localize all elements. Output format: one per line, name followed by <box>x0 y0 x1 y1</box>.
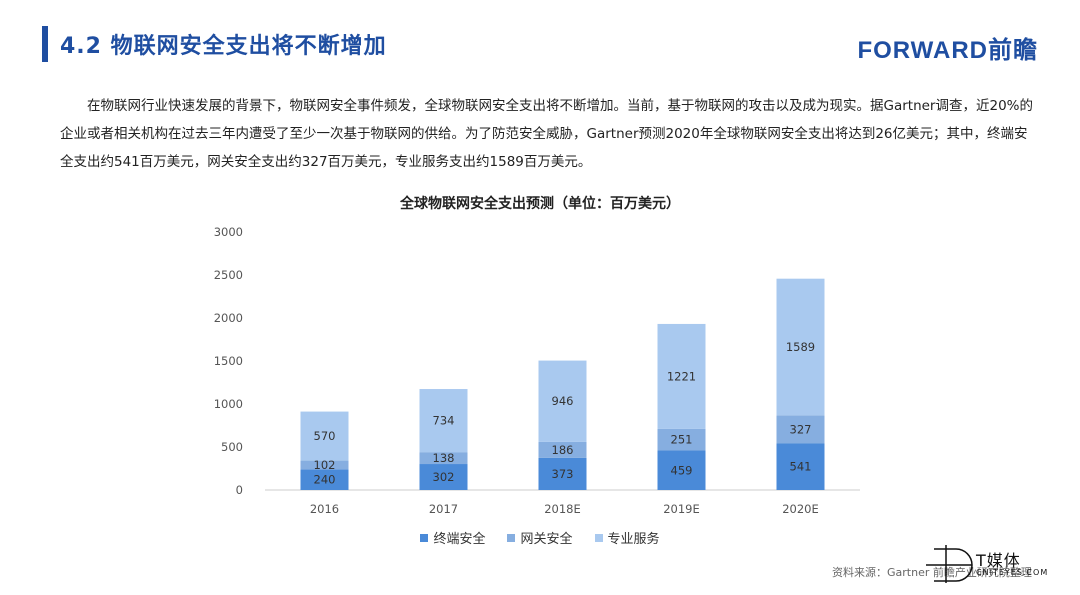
x-tick-label: 2020E <box>782 502 819 516</box>
legend-item-services: 专业服务 <box>594 528 660 547</box>
data-label: 240 <box>314 473 336 487</box>
cniteyes-logo: T媒体 CNITEYES.COM <box>926 543 1066 583</box>
y-tick-label: 1500 <box>214 354 243 368</box>
legend-swatch-endpoint <box>420 533 429 542</box>
brand-logo: FORWARD前瞻 <box>857 37 1038 64</box>
legend-item-gateway: 网关安全 <box>507 528 573 547</box>
legend-label-gateway: 网关安全 <box>520 532 573 547</box>
data-label: 327 <box>790 422 812 436</box>
crosshair-logo-icon <box>926 545 973 583</box>
x-tick-label: 2018E <box>544 502 581 516</box>
data-label: 570 <box>314 429 336 443</box>
legend-swatch-services <box>594 533 603 542</box>
chart-title: 全球物联网安全支出预测（单位：百万美元） <box>400 196 680 212</box>
data-label: 138 <box>433 451 455 465</box>
x-tick-label: 2019E <box>663 502 700 516</box>
data-label: 946 <box>552 394 574 408</box>
bar-segment <box>657 450 706 490</box>
data-label: 302 <box>433 470 455 484</box>
bar-group-2017: 302 138 734 <box>419 389 468 490</box>
bar-segment <box>538 360 587 442</box>
watermark-cn: T媒体 <box>976 551 1021 570</box>
data-label: 459 <box>671 463 693 477</box>
bar-segment <box>538 457 587 490</box>
y-axis-ticks: 0 500 1000 1500 2000 2500 3000 <box>214 225 243 497</box>
bar-group-2019E: 459 251 1221 <box>657 323 706 490</box>
y-tick-label: 2500 <box>214 268 243 282</box>
y-tick-label: 1000 <box>214 397 243 411</box>
bar-segment <box>300 460 349 470</box>
bar-segment <box>419 464 468 490</box>
title-accent-bar <box>42 26 48 62</box>
x-tick-label: 2017 <box>429 502 458 516</box>
bar-segment <box>657 323 706 429</box>
x-tick-label: 2016 <box>310 502 339 516</box>
bar-group-2018E: 373 186 946 <box>538 360 587 490</box>
data-label: 1589 <box>786 340 815 354</box>
data-label: 734 <box>433 414 455 428</box>
watermark-en: CNITEYES.COM <box>976 568 1049 577</box>
chart-legend: 终端安全 网关安全 专业服务 <box>0 528 1080 547</box>
y-tick-label: 500 <box>221 440 243 454</box>
legend-label-endpoint: 终端安全 <box>433 532 486 547</box>
bar-segment <box>300 411 349 461</box>
page-title: 4.2 物联网安全支出将不断增加 <box>60 34 387 59</box>
bar-segment <box>776 415 825 444</box>
bar-segment <box>776 443 825 490</box>
bar-segment <box>419 452 468 465</box>
intro-paragraph: 在物联网行业快速发展的背景下，物联网安全事件频发，全球物联网安全支出将不断增加。… <box>60 98 1033 170</box>
data-label: 373 <box>552 467 574 481</box>
data-label: 102 <box>314 458 336 472</box>
bar-segment <box>419 389 468 453</box>
data-label: 1221 <box>667 369 696 383</box>
bar-segment <box>657 428 706 451</box>
bar-segment <box>300 469 349 490</box>
y-tick-label: 2000 <box>214 311 243 325</box>
y-tick-label: 3000 <box>214 225 243 239</box>
legend-item-endpoint: 终端安全 <box>420 528 485 547</box>
legend-swatch-gateway <box>507 533 516 542</box>
bar-group-2020E: 541 327 1589 <box>776 278 825 490</box>
source-note: 资料来源：Gartner 前瞻产业研究院整理 <box>832 566 1032 579</box>
data-label: 251 <box>671 433 693 447</box>
x-axis-ticks: 2016 2017 2018E 2019E 2020E <box>310 502 819 516</box>
data-label: 186 <box>552 443 574 457</box>
data-label: 541 <box>790 460 812 474</box>
y-tick-label: 0 <box>236 483 243 497</box>
bar-segment <box>538 441 587 458</box>
legend-label-services: 专业服务 <box>607 532 660 547</box>
bar-segment <box>776 278 825 416</box>
